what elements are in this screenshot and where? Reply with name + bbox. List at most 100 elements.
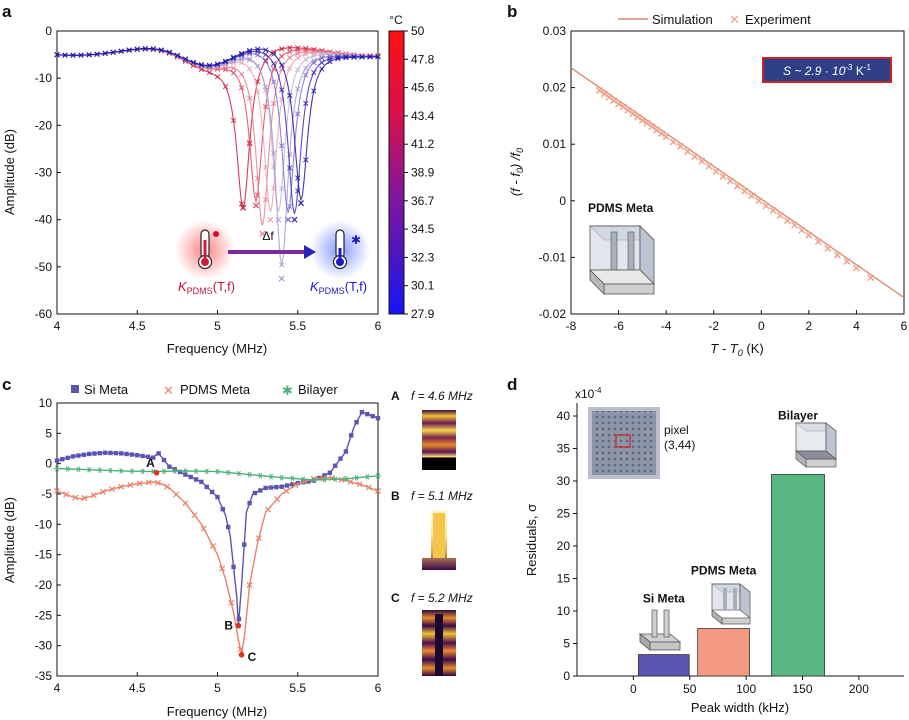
resonance-marker-stroke — [287, 48, 293, 55]
bilayer-marker — [353, 474, 360, 481]
resonance-curve — [56, 48, 379, 203]
resonance-marker — [287, 48, 293, 55]
pdms-meta-marker-stroke — [292, 482, 299, 489]
x-tick-label: 150 — [793, 682, 813, 696]
resonance-marker-stroke — [303, 56, 309, 63]
y-tick-label: 0 — [559, 194, 566, 208]
bilayer-marker — [278, 474, 285, 481]
colorbar-tick-label: 30.1 — [411, 279, 435, 293]
panel-b-ticks: -8 -6 -4 -2 0 2 4 6 0.03 0.02 0.01 0 -0.01 -0.02 — [539, 24, 908, 333]
si-meta-marker — [102, 450, 108, 455]
bilayer-marker-stroke — [311, 477, 316, 483]
pdms-meta-marker-stroke — [274, 496, 281, 503]
y-tick-label: 0 — [45, 457, 52, 471]
resonance-marker-stroke — [303, 51, 309, 57]
bilayer-marker — [139, 468, 146, 475]
x-tick-label: 4 — [853, 319, 860, 333]
experiment-marker-stroke — [596, 86, 604, 94]
resonance-marker — [303, 100, 309, 106]
resonance-marker-stroke — [287, 151, 293, 158]
pdms-meta-marker — [136, 480, 143, 487]
pdms-meta-marker — [182, 500, 189, 507]
experiment-marker-stroke — [629, 110, 637, 118]
resonance-min-marker — [275, 216, 282, 223]
resonance-marker-stroke — [198, 63, 205, 69]
experiment-marker — [741, 187, 749, 195]
x-tick-label: 4.5 — [129, 681, 146, 695]
resonance-marker-stroke — [279, 185, 285, 192]
resonance-min-marker — [267, 216, 274, 223]
field-map-c-letter: C — [391, 591, 400, 605]
experiment-marker — [638, 116, 646, 124]
pdms-meta-marker-stroke — [63, 491, 70, 498]
experiment-marker — [798, 226, 806, 234]
experiment-marker — [624, 106, 632, 114]
experiment-marker — [600, 90, 608, 98]
panel-letter-a: a — [2, 2, 12, 21]
x-tick-label: 6 — [375, 681, 382, 695]
y-tick-label: 25 — [557, 507, 571, 521]
bilayer-marker — [235, 470, 242, 477]
pdms-meta-marker-stroke — [164, 483, 171, 490]
resonance-marker-stroke — [295, 175, 301, 181]
experiment-marker-stroke — [867, 274, 875, 282]
resonance-marker — [214, 61, 221, 67]
si-meta-marker — [252, 490, 258, 496]
resonance-marker — [287, 165, 293, 171]
resonance-marker-stroke — [255, 46, 261, 52]
bilayer-marker-stroke — [376, 472, 380, 479]
experiment-marker — [755, 197, 763, 205]
bilayer-marker-stroke — [119, 468, 124, 474]
resonance-min-marker — [291, 216, 298, 223]
experiment-marker-stroke — [653, 126, 661, 134]
legend-simulation-label: Simulation — [652, 12, 713, 27]
pdms-meta-marker — [191, 512, 198, 519]
resonance-marker-stroke — [279, 262, 285, 268]
resonance-marker-stroke — [295, 86, 301, 92]
pdms-meta-marker — [154, 479, 161, 486]
y-tick-label: -0.02 — [539, 307, 567, 321]
pdms-meta-marker-stroke — [182, 500, 189, 507]
resonance-marker-stroke — [246, 139, 253, 146]
bilayer-marker-stroke — [55, 465, 59, 472]
resonance-marker-stroke — [238, 85, 245, 91]
x-tick-label: 6 — [375, 319, 382, 333]
resonance-marker — [126, 47, 132, 53]
experiment-marker-stroke — [748, 192, 756, 200]
pdms-meta-marker — [255, 535, 262, 542]
bilayer-marker — [214, 468, 221, 475]
bilayer-marker-stroke — [140, 468, 145, 475]
y-tick-label: -50 — [35, 260, 53, 274]
field-map-a-letter: A — [391, 389, 400, 403]
experiment-marker-stroke — [814, 238, 822, 246]
resonance-marker — [271, 100, 277, 107]
pdms-meta-marker — [53, 487, 61, 494]
resonance-marker-stroke — [62, 52, 68, 58]
y-tick-label: 30 — [557, 474, 571, 488]
resonance-marker-stroke — [255, 89, 261, 95]
resonance-marker — [255, 175, 261, 181]
resonance-marker — [303, 72, 309, 78]
y-tick-label: 0.01 — [543, 137, 567, 151]
resonance-marker-stroke — [319, 55, 325, 61]
y-tick-label: -10 — [35, 71, 53, 85]
experiment-marker — [643, 119, 651, 127]
si-meta-marker — [113, 450, 119, 456]
resonance-marker — [110, 49, 116, 55]
bilayer-marker — [321, 476, 328, 483]
resonance-marker-stroke — [271, 150, 277, 156]
colorbar-tick-label: 47.8 — [411, 52, 435, 66]
experiment-marker-stroke — [676, 142, 684, 150]
resonance-marker — [222, 84, 229, 90]
resonance-marker — [166, 49, 172, 55]
y-tick-label: 15 — [557, 572, 571, 586]
si-meta-marker — [92, 451, 97, 456]
resonance-min-marker-stroke — [259, 230, 266, 237]
bilayer-marker — [75, 466, 82, 473]
resonance-marker — [343, 54, 349, 60]
legend-bilayer-marker: ✱ — [282, 383, 293, 398]
y-tick-label: -15 — [35, 548, 53, 562]
pdms-meta-marker-stroke — [209, 542, 216, 550]
si-meta-marker — [172, 467, 177, 472]
resonance-marker-stroke — [158, 47, 164, 53]
